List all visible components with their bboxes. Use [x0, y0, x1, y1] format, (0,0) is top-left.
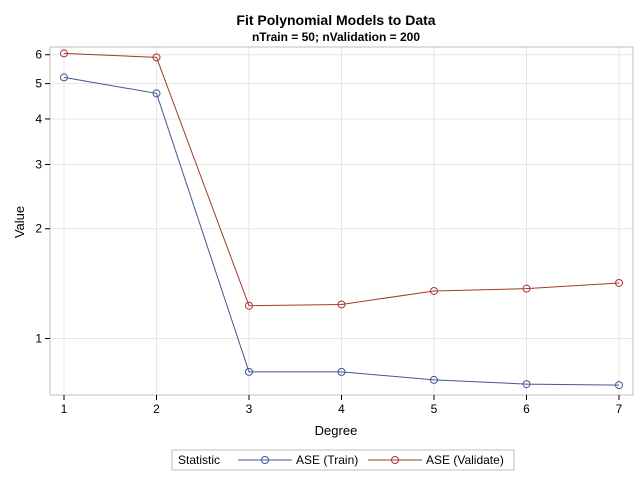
- legend-frame: [171, 449, 515, 471]
- axes: 1 2 3 4 5 6 7 1 2 3 4 5 6: [35, 48, 622, 416]
- chart-title: Fit Polynomial Models to Data: [236, 12, 435, 28]
- legend-item-label: ASE (Train): [296, 453, 358, 467]
- data-point: [337, 300, 346, 309]
- legend: Statistic ASE (Train) ASE (Validate): [171, 449, 515, 471]
- data-point: [60, 49, 68, 58]
- data-point: [615, 381, 623, 390]
- data-point: [337, 367, 346, 376]
- x-tick-label: 4: [338, 402, 345, 416]
- y-tick-label: 6: [35, 48, 42, 62]
- x-tick-label: 1: [61, 402, 68, 416]
- series-line: [63, 52, 620, 307]
- data-point: [430, 286, 438, 295]
- data-point: [245, 301, 253, 310]
- series-line: [63, 76, 620, 386]
- legend-marker: [261, 456, 269, 464]
- grid: [50, 47, 633, 395]
- data-point: [615, 278, 623, 287]
- data-point: [430, 375, 438, 384]
- series: [60, 49, 623, 390]
- data-point: [245, 367, 253, 376]
- legend-marker: [391, 456, 399, 464]
- x-axis-label: Degree: [315, 423, 358, 438]
- y-tick-label: 3: [35, 158, 42, 172]
- x-tick-label: 7: [616, 402, 623, 416]
- legend-title: Statistic: [178, 453, 220, 467]
- x-tick-label: 2: [153, 402, 160, 416]
- data-point: [60, 73, 68, 82]
- x-tick-label: 6: [523, 402, 530, 416]
- chart-subtitle: nTrain = 50; nValidation = 200: [252, 30, 420, 44]
- y-tick-label: 4: [35, 112, 42, 126]
- y-tick-label: 5: [35, 77, 42, 91]
- x-tick-label: 5: [431, 402, 438, 416]
- y-axis-label: Value: [12, 206, 27, 238]
- x-tick-label: 3: [246, 402, 253, 416]
- y-tick-label: 1: [35, 332, 42, 346]
- y-tick-label: 2: [35, 222, 42, 236]
- data-point: [522, 380, 531, 389]
- data-point: [522, 284, 531, 293]
- data-point: [152, 53, 161, 62]
- legend-item-label: ASE (Validate): [426, 453, 504, 467]
- data-point: [152, 89, 161, 98]
